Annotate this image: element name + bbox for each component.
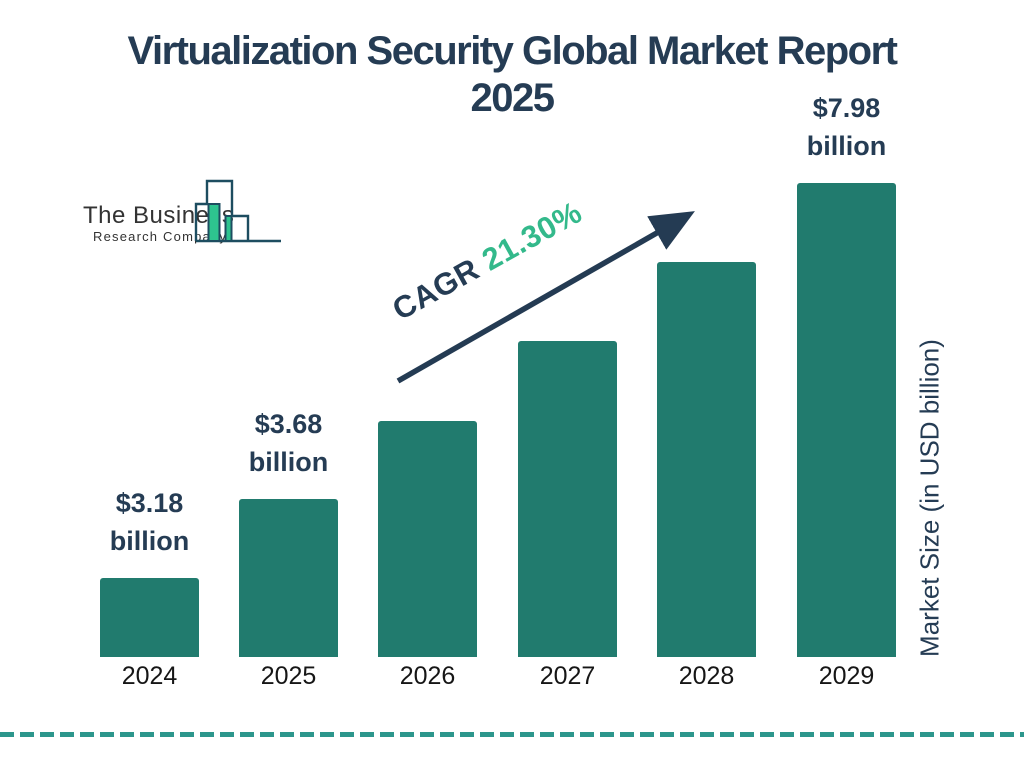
value-unit: billion [806,131,887,161]
bar-2028 [657,262,756,657]
value-label-2029: $7.98 billion [762,89,932,165]
x-tick-2024: 2024 [121,662,178,690]
page-title: Virtualization Security Global Market Re… [0,28,1024,122]
up-right-trend-arrow-icon [388,196,710,393]
bar-2026 [378,421,477,657]
y-axis-label: Market Size (in USD billion) [914,339,945,657]
logo-text-line1: The Business [83,202,235,229]
page-title-line1: Virtualization Security Global Market Re… [127,29,899,73]
bar-2029 [797,183,896,657]
x-tick-2025: 2025 [260,662,317,690]
x-tick-2029: 2029 [818,662,875,690]
x-tick-2027: 2027 [539,662,596,690]
value-label-2024: $3.18 billion [65,484,235,560]
bar-2024 [100,578,199,657]
value-amount: $3.18 [115,488,184,518]
bar-2027 [518,341,617,657]
page-title-line2: 2025 [470,76,555,120]
x-tick-2028: 2028 [678,662,735,690]
bar-2025 [239,499,338,657]
dashed-divider-line [0,732,1024,737]
value-label-2025: $3.68 billion [204,405,374,481]
company-logo: The Business Research Company [75,178,290,248]
value-amount: $3.68 [254,409,323,439]
value-unit: billion [109,526,190,556]
bar-chart-skyline-icon [193,178,285,251]
value-unit: billion [248,447,329,477]
value-amount: $7.98 [812,93,881,123]
logo-text-line2: Research Company [93,229,228,244]
x-tick-2026: 2026 [399,662,456,690]
